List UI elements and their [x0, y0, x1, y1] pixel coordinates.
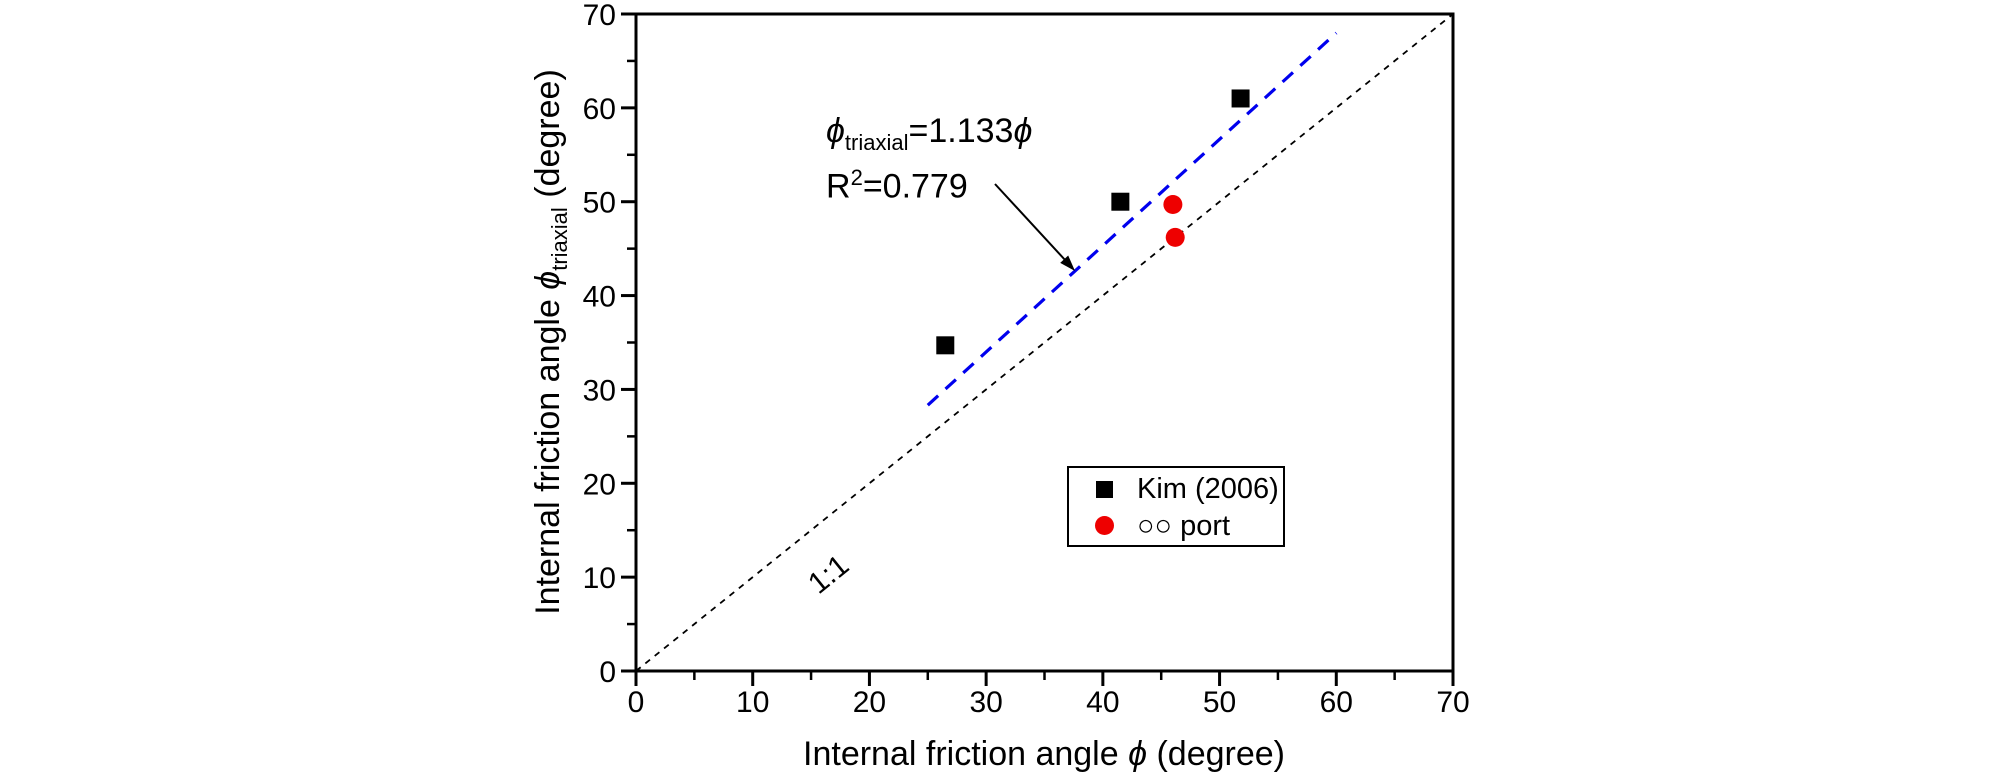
equation-phi-symbol-2: ϕ [1013, 112, 1033, 150]
kim-2006-point [936, 336, 955, 355]
x-tick-label: 40 [1086, 686, 1119, 719]
y-tick-label: 60 [583, 93, 616, 126]
y-axis-phi-symbol: ϕ [529, 270, 568, 290]
axes-box [634, 12, 1455, 673]
y-tick-label: 30 [583, 374, 616, 407]
fit-equation-line: ϕtriaxial=1.133ϕ [826, 112, 1032, 156]
y-tick-label: 70 [583, 0, 616, 32]
port-legend-marker [1095, 516, 1114, 535]
x-tick-label: 30 [969, 686, 1002, 719]
annotation-arrow-shaft [994, 183, 1067, 262]
x-tick-label: 10 [736, 686, 769, 719]
r-exponent: 2 [850, 164, 863, 190]
x-tick-label: 50 [1203, 686, 1236, 719]
legend-row-port: ○○ port [1069, 507, 1283, 545]
port-legend-label: ○○ port [1137, 510, 1231, 542]
x-axis-phi-symbol: ϕ [1128, 735, 1148, 773]
legend-row-kim: Kim (2006) [1069, 470, 1283, 508]
legend-box: Kim (2006) ○○ port [1067, 466, 1285, 547]
port-point [1165, 227, 1185, 247]
identity-line [635, 13, 1454, 672]
y-axis-label-unit: (degree) [529, 69, 568, 208]
x-tick-label: 70 [1436, 686, 1469, 719]
kim-2006-point [1111, 192, 1130, 211]
y-tick-label: 20 [583, 468, 616, 501]
x-axis-label: Internal friction angle ϕ (degree) [803, 735, 1285, 774]
y-axis-label: Internal friction angle ϕtriaxial (degre… [529, 69, 573, 615]
y-tick-label: 50 [583, 187, 616, 220]
x-tick-label: 60 [1320, 686, 1353, 719]
x-axis-label-text: Internal friction angle [803, 735, 1129, 773]
r-squared-value: =0.779 [862, 167, 968, 206]
y-axis-label-text: Internal friction angle [529, 289, 568, 615]
x-tick-label: 0 [628, 686, 645, 719]
kim-legend-marker [1096, 481, 1113, 498]
r-squared-line: R2=0.779 [826, 165, 1032, 206]
y-tick-label: 0 [599, 656, 616, 689]
port-point [1163, 195, 1183, 215]
r-symbol: R [826, 167, 851, 206]
kim-legend-label: Kim (2006) [1137, 473, 1279, 505]
annotation-arrowhead [1060, 255, 1075, 271]
equation-coefficient: =1.133 [908, 112, 1014, 150]
y-tick-label: 40 [583, 281, 616, 314]
y-tick-label: 10 [583, 562, 616, 595]
fit-line [926, 31, 1338, 407]
equation-phi-subscript: triaxial [844, 129, 909, 155]
x-tick-label: 20 [853, 686, 886, 719]
kim-2006-point [1231, 89, 1250, 108]
fit-equation-annotation: ϕtriaxial=1.133ϕ R2=0.779 [826, 112, 1032, 206]
y-axis-phi-subscript: triaxial [546, 207, 572, 271]
equation-phi-symbol: ϕ [826, 112, 845, 150]
x-axis-label-unit: (degree) [1147, 735, 1285, 773]
